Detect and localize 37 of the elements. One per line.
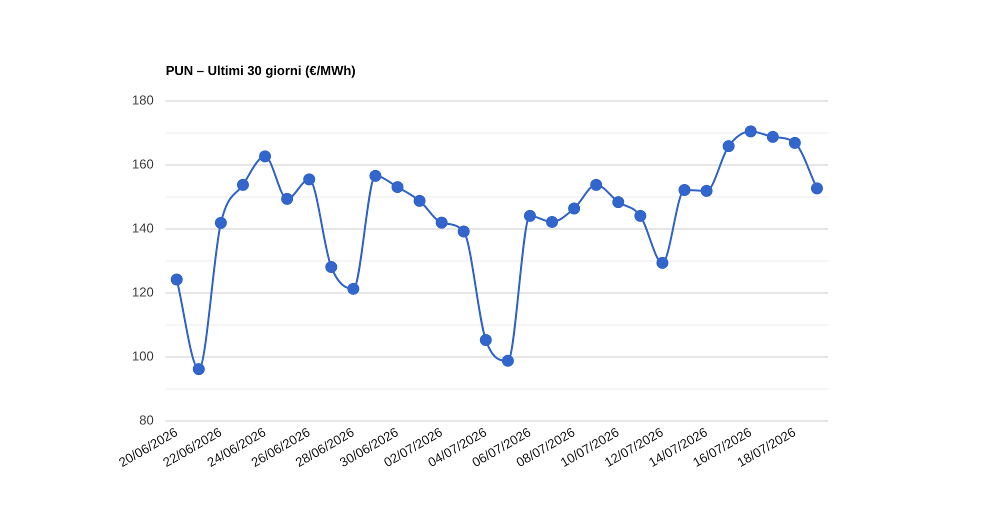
point — [502, 354, 514, 367]
point — [192, 363, 205, 376]
y-tick-label: 80 — [139, 412, 154, 428]
y-tick-label: 140 — [132, 220, 154, 236]
y-tick-label: 160 — [132, 156, 154, 172]
y-tick-label: 100 — [132, 348, 154, 364]
point — [214, 216, 227, 229]
point — [700, 184, 713, 197]
point — [590, 178, 602, 191]
point — [744, 125, 757, 138]
point — [766, 130, 779, 143]
point — [568, 202, 580, 215]
y-tick-label: 180 — [132, 92, 154, 108]
point — [303, 173, 316, 186]
point — [236, 178, 249, 191]
point — [612, 196, 624, 208]
point — [788, 136, 801, 149]
point — [634, 210, 646, 222]
point — [259, 150, 272, 162]
point — [170, 274, 183, 286]
point — [546, 216, 558, 228]
point — [369, 170, 382, 182]
point — [392, 181, 404, 194]
point — [722, 140, 735, 152]
y-tick-label: 120 — [132, 284, 154, 300]
point — [414, 194, 426, 207]
point — [281, 192, 294, 205]
point — [678, 184, 690, 196]
point — [480, 334, 492, 346]
point — [458, 226, 470, 238]
point — [325, 261, 338, 274]
point — [347, 282, 360, 295]
point — [810, 182, 823, 194]
point — [524, 210, 536, 222]
point — [436, 216, 448, 229]
chart-title: PUN – Ultimi 30 giorni (€/MWh) — [166, 63, 356, 78]
point — [656, 256, 668, 269]
